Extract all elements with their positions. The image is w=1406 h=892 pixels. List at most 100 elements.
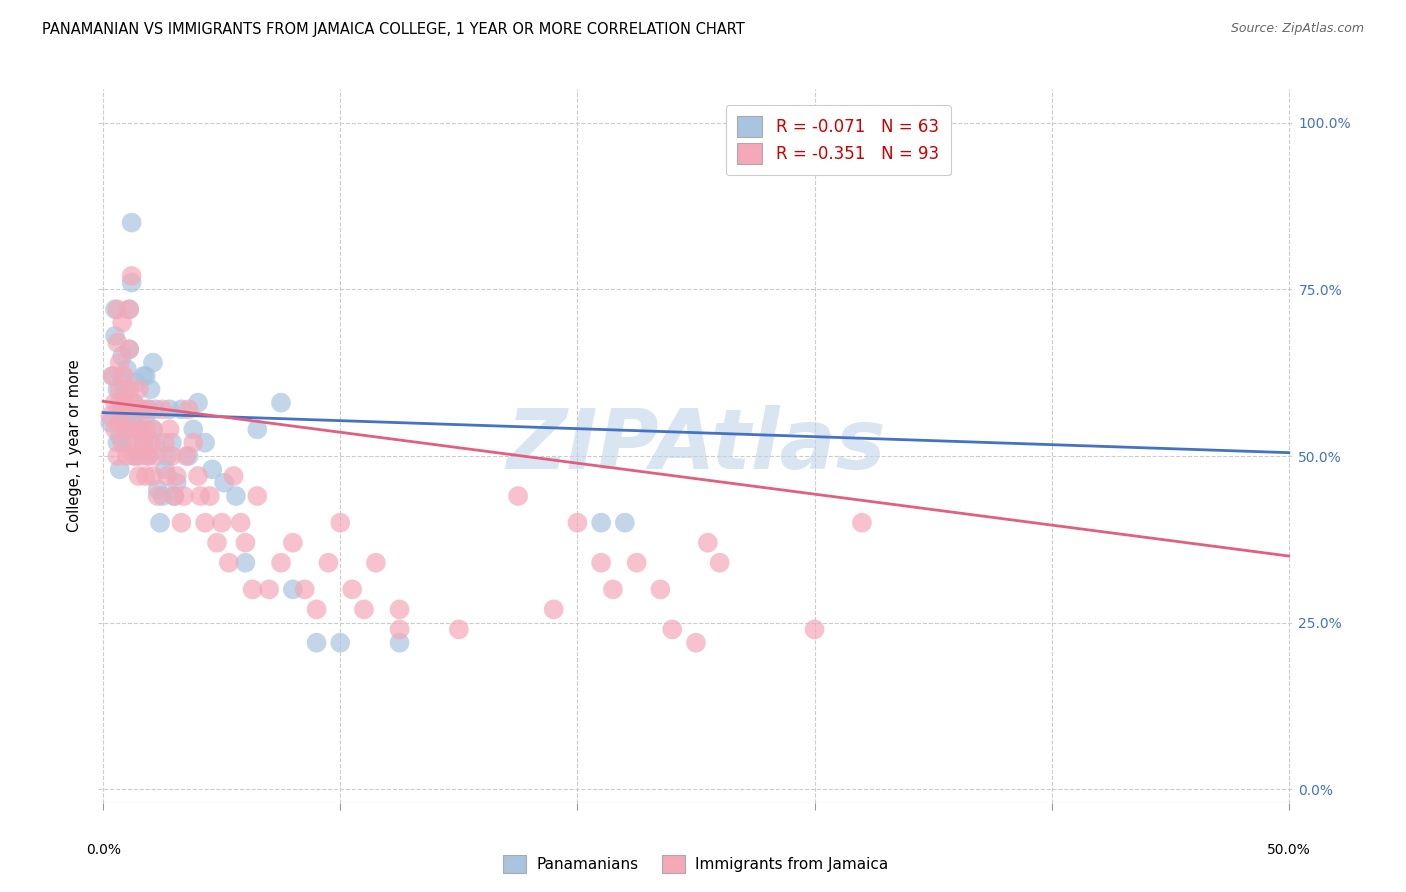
Point (181, 435, 204, 450)
Point (142, 356, 165, 370)
Point (388, 623, 411, 637)
Point (111, 402, 134, 417)
Point (111, 316, 134, 330)
Legend: Panamanians, Immigrants from Jamaica: Panamanians, Immigrants from Jamaica (495, 847, 897, 880)
Point (187, 395, 209, 409)
Point (111, 368, 134, 383)
Point (118, 302, 141, 317)
Point (115, 435, 138, 450)
Point (163, 489, 186, 503)
Point (170, 402, 193, 417)
Text: PANAMANIAN VS IMMIGRANTS FROM JAMAICA COLLEGE, 1 YEAR OR MORE CORRELATION CHART: PANAMANIAN VS IMMIGRANTS FROM JAMAICA CO… (42, 22, 745, 37)
Point (118, 302, 141, 317)
Point (105, 335, 128, 350)
Point (121, 395, 143, 409)
Point (105, 382, 128, 396)
Point (235, 556, 257, 570)
Point (125, 435, 148, 450)
Point (115, 362, 138, 376)
Point (115, 402, 138, 417)
Point (340, 582, 363, 597)
Point (105, 449, 128, 463)
Point (222, 469, 245, 483)
Point (136, 449, 159, 463)
Point (567, 516, 589, 530)
Point (129, 402, 152, 417)
Point (114, 382, 136, 396)
Point (212, 475, 235, 490)
Point (181, 422, 204, 436)
Point (114, 416, 136, 430)
Point (122, 422, 145, 436)
Point (118, 343, 141, 357)
Point (661, 623, 683, 637)
Point (108, 429, 131, 443)
Point (353, 602, 375, 616)
Point (125, 402, 148, 417)
Point (118, 343, 141, 357)
Point (229, 516, 252, 530)
Point (118, 382, 141, 396)
Point (135, 469, 157, 483)
Point (194, 435, 217, 450)
Point (111, 435, 134, 450)
Point (115, 409, 138, 423)
Point (132, 435, 155, 450)
Point (132, 368, 155, 383)
Point (242, 582, 264, 597)
Point (364, 556, 387, 570)
Point (685, 636, 707, 650)
Text: 50.0%: 50.0% (1267, 843, 1310, 857)
Point (139, 382, 162, 396)
Point (613, 516, 636, 530)
Point (104, 395, 127, 409)
Point (104, 422, 127, 436)
Point (177, 402, 200, 417)
Point (146, 483, 169, 497)
Point (187, 469, 209, 483)
Point (136, 449, 159, 463)
Point (803, 623, 825, 637)
Point (114, 395, 136, 409)
Point (163, 489, 186, 503)
Point (696, 535, 718, 549)
Point (122, 395, 145, 409)
Point (543, 602, 565, 616)
Point (105, 302, 128, 317)
Y-axis label: College, 1 year or more: College, 1 year or more (67, 359, 83, 533)
Point (125, 449, 148, 463)
Point (142, 422, 165, 436)
Point (136, 402, 159, 417)
Point (105, 435, 128, 450)
Point (132, 435, 155, 450)
Point (108, 462, 131, 476)
Point (114, 368, 136, 383)
Point (447, 623, 470, 637)
Text: Source: ZipAtlas.com: Source: ZipAtlas.com (1230, 22, 1364, 36)
Point (115, 449, 138, 463)
Point (111, 349, 134, 363)
Point (142, 422, 165, 436)
Point (170, 516, 193, 530)
Point (198, 489, 221, 503)
Point (143, 402, 166, 417)
Point (246, 422, 269, 436)
Point (201, 462, 224, 476)
Point (153, 435, 176, 450)
Point (108, 356, 131, 370)
Point (108, 416, 131, 430)
Point (153, 462, 176, 476)
Point (159, 422, 181, 436)
Point (115, 422, 138, 436)
Point (128, 469, 150, 483)
Point (135, 422, 157, 436)
Point (281, 582, 304, 597)
Point (101, 368, 124, 383)
Point (388, 636, 411, 650)
Point (142, 469, 165, 483)
Point (160, 435, 183, 450)
Point (156, 469, 179, 483)
Point (270, 395, 292, 409)
Point (329, 636, 352, 650)
Point (205, 535, 228, 549)
